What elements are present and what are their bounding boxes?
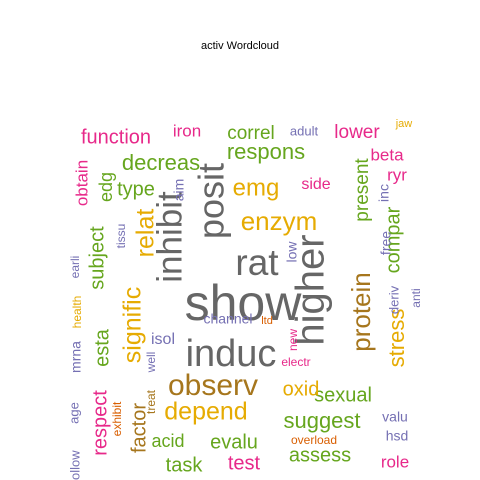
word-correl: correl [227, 123, 275, 144]
word-deriv: deriv [386, 285, 401, 314]
word-follow: follow [67, 450, 82, 480]
word-esta: esta [91, 328, 113, 367]
word-assess: assess [289, 444, 351, 466]
word-respect: respect [89, 390, 111, 456]
word-depend: depend [164, 398, 247, 426]
word-function: function [81, 126, 151, 148]
word-obtain: obtain [72, 160, 91, 206]
word-suggest: suggest [283, 408, 360, 433]
word-valu: valu [382, 409, 408, 425]
word-protein: protein [346, 272, 376, 352]
word-isol: isol [151, 331, 175, 348]
word-low: low [284, 241, 300, 263]
word-signific: signific [119, 287, 147, 363]
word-jaw: jaw [395, 118, 413, 130]
word-posit: posit [191, 163, 232, 239]
word-factor: factor [128, 403, 150, 453]
word-task: task [166, 454, 204, 476]
word-lower: lower [334, 122, 380, 143]
word-beta: beta [370, 145, 404, 164]
word-test: test [228, 452, 261, 474]
word-show: show [185, 275, 303, 331]
word-type: type [117, 178, 155, 200]
word-subject: subject [86, 226, 108, 290]
word-evalu: evalu [210, 431, 258, 453]
word-decreas: decreas [122, 150, 200, 175]
word-ltd: ltd [261, 315, 273, 327]
word-induc: induc [186, 333, 277, 375]
word-iron: iron [173, 121, 201, 140]
word-inc: inc [376, 184, 392, 202]
word-exhibit: exhibit [110, 401, 124, 436]
word-mrna: mrna [68, 341, 84, 373]
word-rat: rat [235, 242, 279, 283]
word-well: well [144, 352, 158, 374]
word-adult: adult [290, 123, 319, 138]
word-stress: stress [384, 309, 409, 368]
word-channel: channel [203, 311, 252, 327]
word-electr: electr [281, 355, 310, 369]
word-health: health [70, 296, 84, 329]
word-observ: observ [168, 369, 258, 402]
word-age: age [66, 402, 81, 424]
word-treat: treat [144, 389, 158, 414]
word-ryr: ryr [387, 165, 407, 184]
word-enzym: enzym [241, 206, 318, 236]
word-edg: edg [96, 172, 116, 202]
word-respons: respons [227, 139, 305, 164]
word-overload: overload [291, 433, 337, 447]
word-emg: emg [233, 174, 280, 201]
word-sexual: sexual [314, 384, 372, 406]
word-compar: compar [382, 206, 404, 273]
word-aim: aim [171, 179, 187, 202]
word-present: present [352, 158, 373, 222]
word-side: side [301, 176, 330, 193]
word-relat: relat [132, 209, 160, 258]
word-earli: earli [68, 256, 82, 279]
word-free: free [378, 231, 394, 255]
word-higher: higher [289, 234, 333, 345]
word-new: new [286, 329, 300, 351]
word-hsd: hsd [386, 428, 409, 444]
word-anti: anti [409, 288, 423, 307]
word-tissu: tissu [114, 224, 128, 249]
wordcloud-title: activ Wordcloud [200, 40, 280, 52]
word-role: role [381, 452, 409, 471]
word-inhibit: inhibit [150, 191, 189, 283]
word-acid: acid [151, 431, 184, 451]
word-oxid: oxid [283, 378, 320, 400]
